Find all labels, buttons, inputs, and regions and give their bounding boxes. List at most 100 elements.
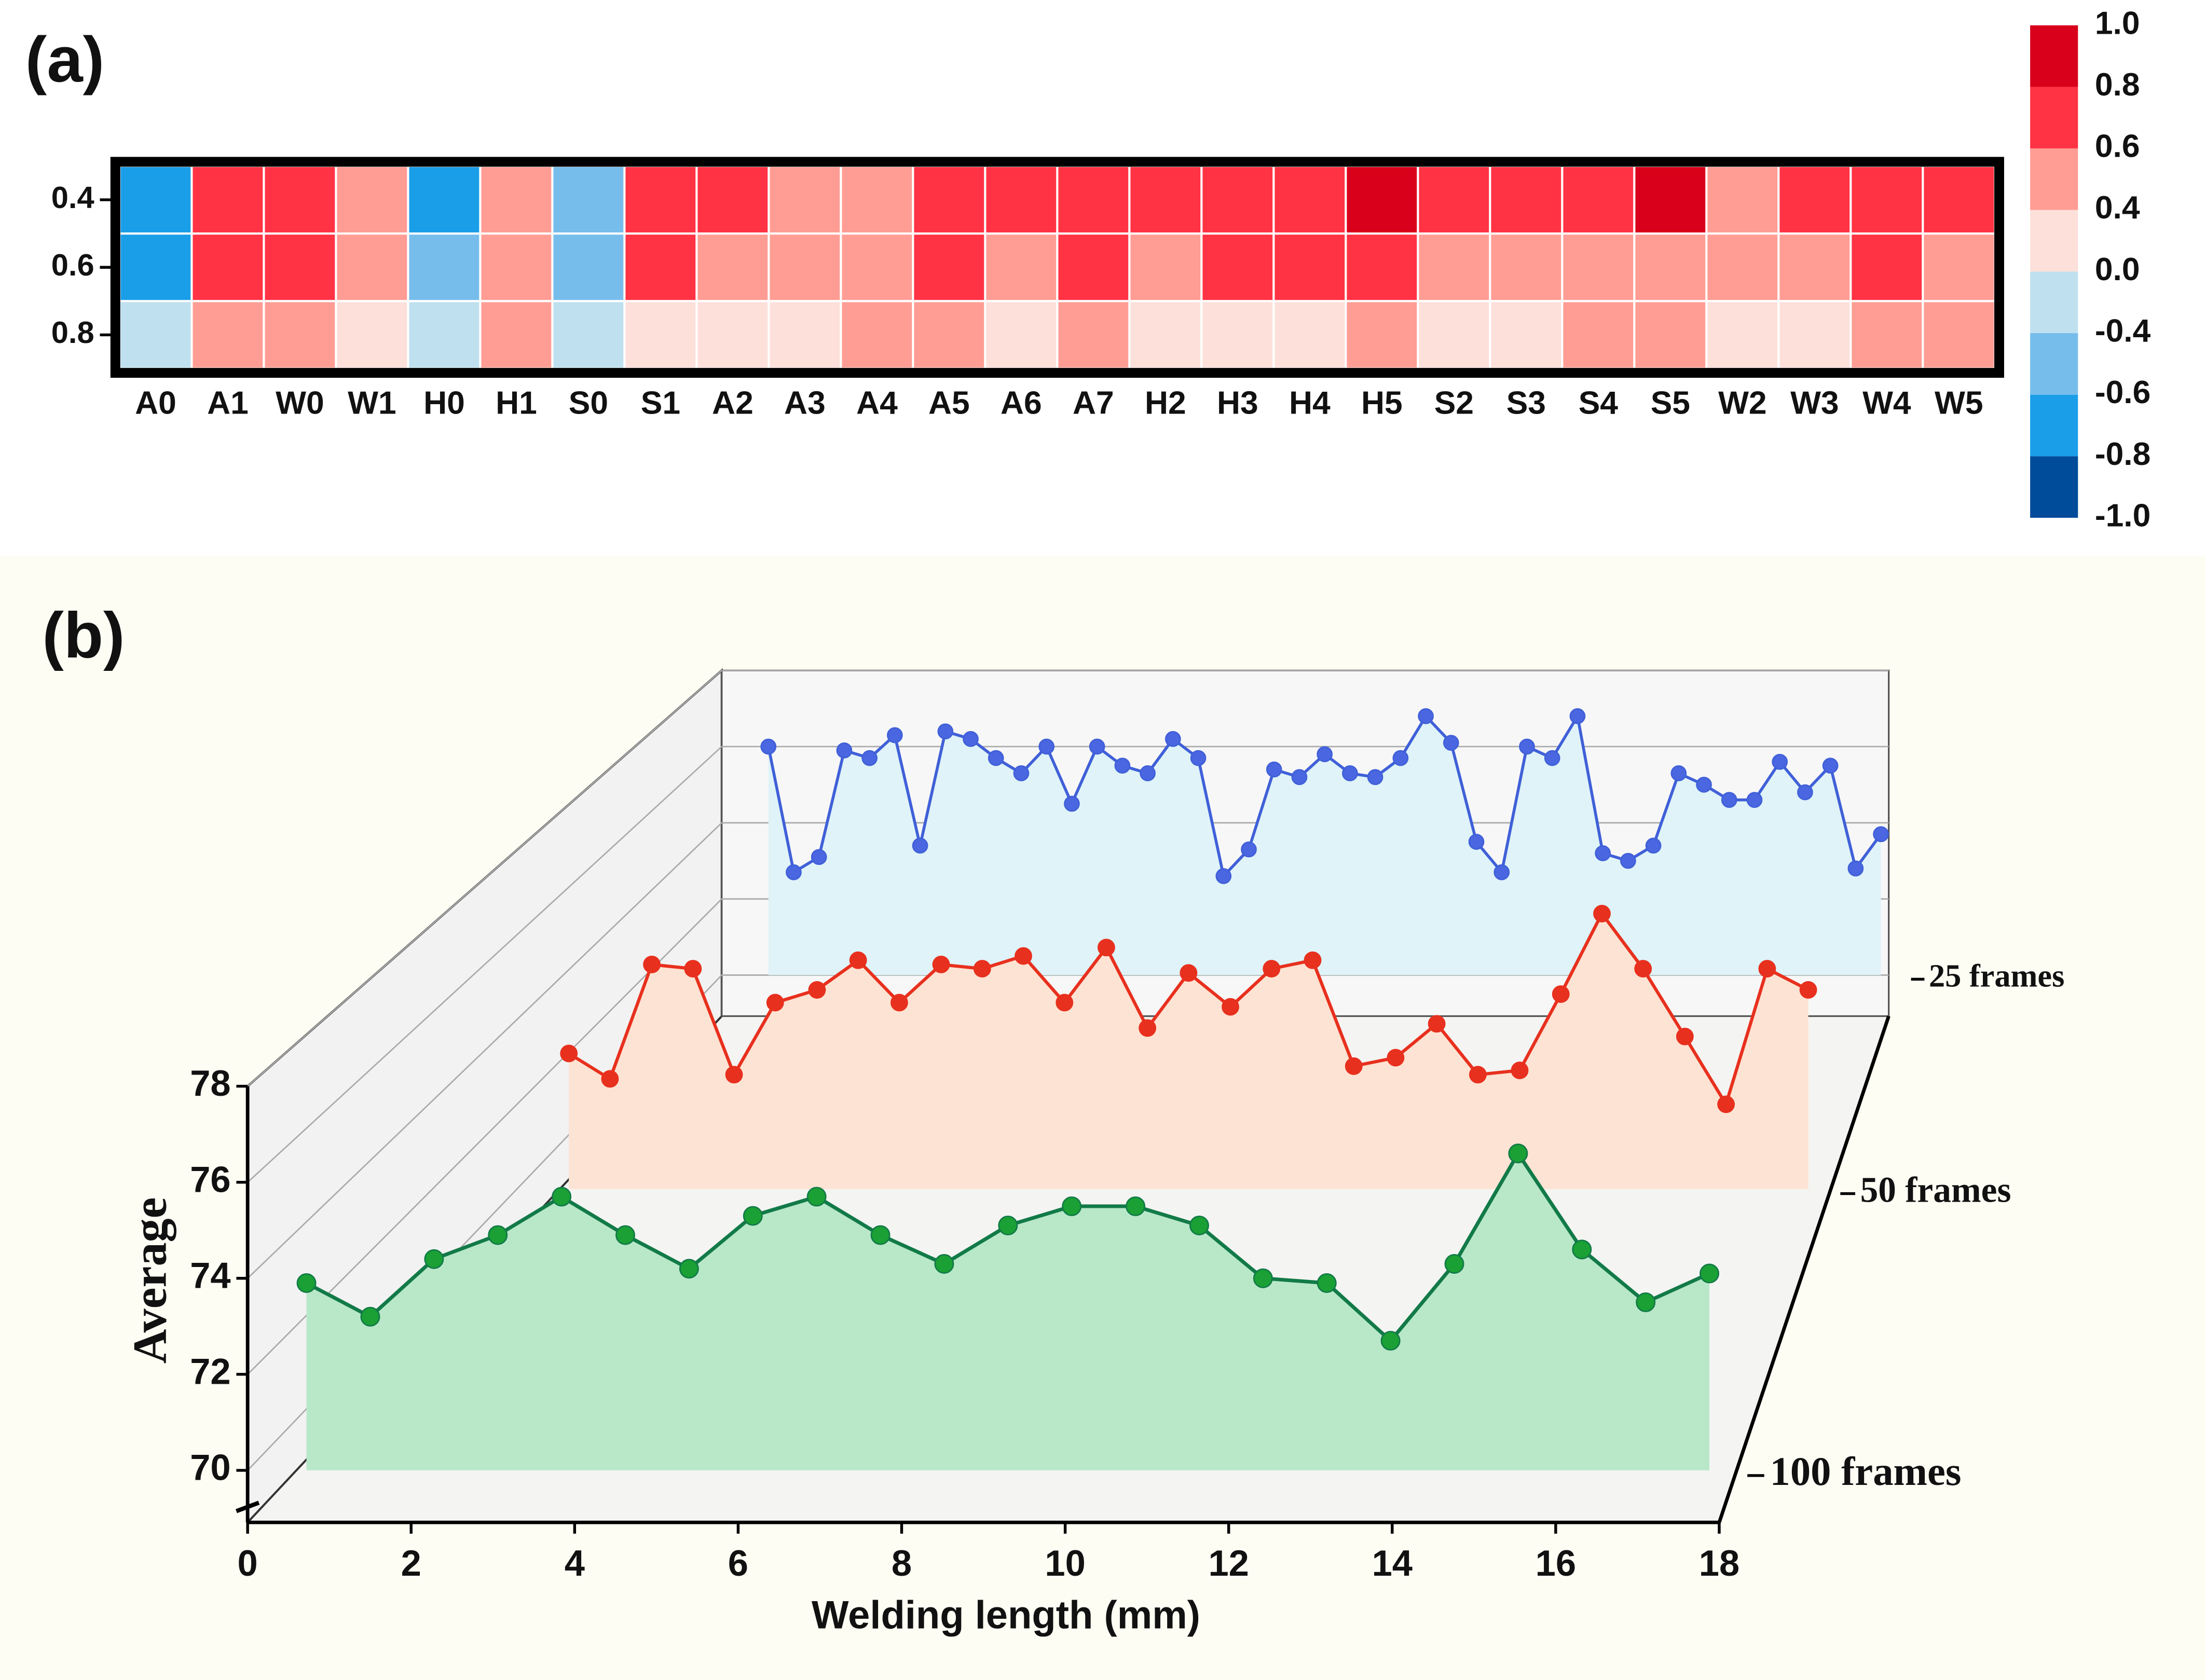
marker (1089, 738, 1105, 755)
heatmap-cell (912, 300, 986, 370)
marker (1552, 985, 1570, 1003)
y-tick-label: 72 (190, 1351, 230, 1392)
heatmap-cell (335, 232, 409, 302)
y-tick-label: 70 (190, 1447, 230, 1488)
x-tick-label: H4 (1289, 385, 1331, 421)
heatmap-cell (1705, 232, 1780, 302)
marker (937, 723, 954, 740)
marker (1428, 1015, 1446, 1033)
x-tick-label: H2 (1145, 385, 1186, 421)
colorbar-tick-label: 1.0 (2095, 5, 2140, 41)
heatmap-cell (479, 164, 554, 235)
x-tick-label: 18 (1699, 1543, 1739, 1583)
marker (1097, 939, 1115, 957)
marker (1015, 947, 1032, 965)
heatmap-cell (1922, 164, 1996, 235)
heatmap-cell (1489, 164, 1564, 235)
colorbar-tick-label: 0.6 (2095, 129, 2140, 164)
x-tick-label: A6 (1001, 385, 1042, 421)
colorbar-bin (2030, 333, 2078, 395)
marker (1114, 758, 1131, 774)
x-tick-label: S0 (569, 385, 608, 421)
marker (1215, 868, 1232, 884)
marker (679, 1259, 699, 1279)
marker (1038, 738, 1055, 755)
marker (836, 742, 853, 759)
heatmap-cell (1200, 232, 1275, 302)
x-tick-label: W1 (348, 385, 396, 421)
heatmap-cell (1561, 232, 1636, 302)
marker (1222, 998, 1239, 1016)
marker (870, 1225, 890, 1245)
marker (1013, 765, 1030, 781)
marker (1847, 860, 1864, 877)
x-tick-label: W2 (1718, 385, 1767, 421)
series-label: 100 frames (1770, 1449, 1962, 1494)
marker (1772, 754, 1788, 770)
marker (1469, 1066, 1487, 1084)
x-tick-label: 4 (565, 1543, 585, 1583)
marker (1873, 826, 1889, 843)
marker (615, 1225, 635, 1245)
heatmap-cell (1345, 232, 1419, 302)
heatmap-cell (118, 164, 193, 235)
heatmap-cell (1200, 300, 1275, 370)
colorbar-tick-label: -1.0 (2095, 498, 2150, 533)
marker (1056, 994, 1074, 1012)
grid-line (247, 822, 1889, 1279)
heatmap-cell (1200, 164, 1275, 235)
heatmap-cell (551, 164, 626, 235)
heatmap-cell (1489, 300, 1564, 370)
marker (1758, 960, 1776, 977)
x-tick-label: H1 (496, 385, 537, 421)
marker (1572, 1240, 1592, 1260)
colorbar-bin (2030, 394, 2078, 457)
marker (1593, 905, 1611, 922)
marker (1717, 1095, 1735, 1113)
x-axis-label: Welding length (mm) (812, 1593, 1200, 1637)
marker (1595, 845, 1611, 861)
x-tick-label: 6 (728, 1543, 748, 1583)
heatmap-cell (623, 164, 698, 235)
heatmap-border (110, 157, 2004, 378)
marker (1797, 784, 1813, 801)
marker (932, 956, 950, 973)
marker (1189, 1215, 1209, 1235)
y-tick-label: 78 (190, 1063, 230, 1104)
marker (1634, 960, 1652, 977)
colorbar-tick-label: -0.8 (2095, 436, 2150, 472)
marker (424, 1249, 444, 1269)
heatmap-cell (1056, 300, 1131, 370)
colorbar-bin (2030, 148, 2078, 210)
marker (1392, 750, 1409, 766)
marker (1387, 1049, 1405, 1067)
x-tick-label: S5 (1651, 385, 1690, 421)
marker (743, 1206, 763, 1226)
x-tick-label: W4 (1862, 385, 1911, 421)
marker (1367, 769, 1383, 786)
heatmap-cell (1417, 232, 1491, 302)
x-tick-label: A4 (856, 385, 898, 421)
heatmap-cell (1272, 300, 1347, 370)
x-tick-label: W3 (1790, 385, 1839, 421)
heatmap-cell (623, 300, 698, 370)
heatmap-cell (1417, 164, 1491, 235)
heatmap-cell (1128, 164, 1203, 235)
marker (1645, 837, 1662, 854)
heatmap-cell (984, 232, 1059, 302)
marker (890, 994, 908, 1012)
colorbar-bin (2030, 456, 2078, 518)
y-tick-label: 0.4 (51, 180, 94, 215)
y-tick-label: 0.6 (51, 247, 94, 282)
heatmap-cell (768, 232, 842, 302)
x-tick-label: A2 (712, 385, 753, 421)
heatmap-cell (1777, 232, 1852, 302)
marker (811, 849, 827, 865)
marker (998, 1215, 1018, 1235)
marker (560, 1044, 578, 1063)
marker (766, 994, 784, 1012)
marker (1064, 795, 1080, 812)
marker (1345, 1057, 1363, 1075)
colorbar-tick-label: 0.0 (2095, 252, 2140, 287)
marker (1700, 1263, 1720, 1284)
